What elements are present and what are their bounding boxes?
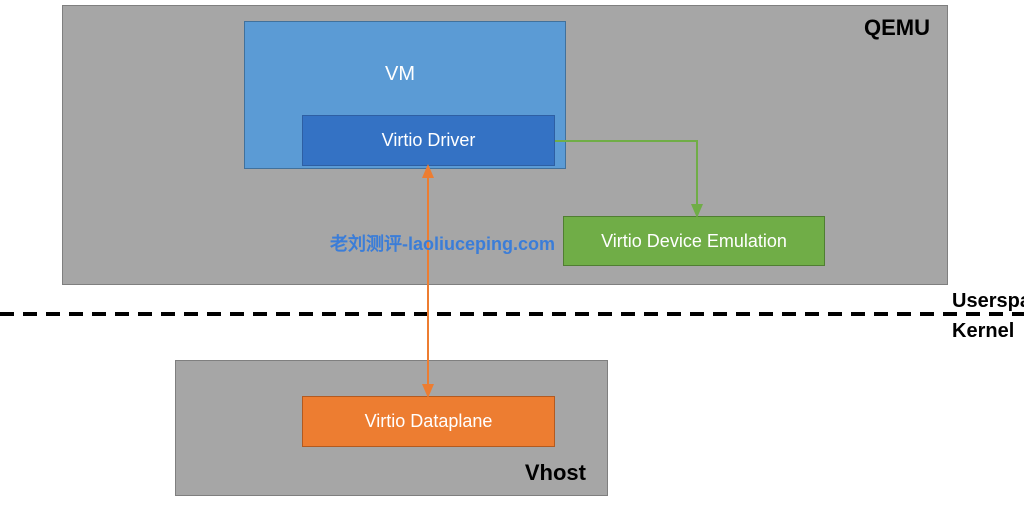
userspace-label: Userspace (952, 290, 1024, 313)
virtio-device-emulation-box: Virtio Device Emulation (563, 216, 825, 266)
vhost-label: Vhost (516, 460, 586, 486)
qemu-label: QEMU (850, 15, 930, 41)
userspace-kernel-divider (0, 312, 1024, 316)
virtio-dataplane-box: Virtio Dataplane (302, 396, 555, 447)
virtio-dataplane-label: Virtio Dataplane (365, 411, 493, 432)
watermark-text: 老刘测评-laoliuceping.com (330, 230, 555, 256)
virtio-driver-box: Virtio Driver (302, 115, 555, 166)
vm-label: VM (385, 63, 415, 86)
kernel-label: Kernel (952, 320, 1014, 343)
virtio-driver-label: Virtio Driver (382, 130, 476, 151)
virtio-device-emulation-label: Virtio Device Emulation (601, 231, 787, 252)
